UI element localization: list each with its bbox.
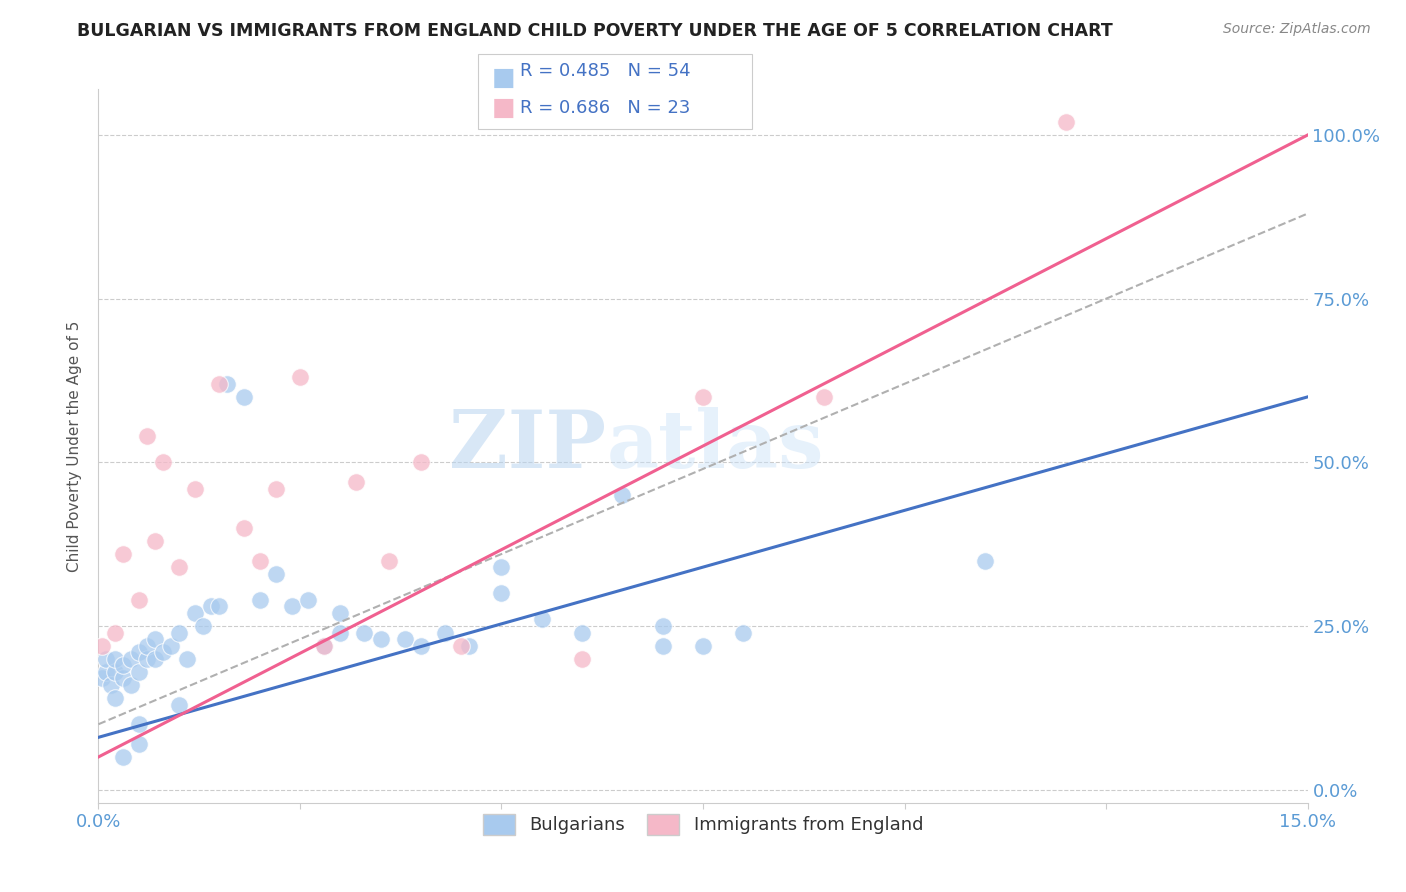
Point bbox=[184, 482, 207, 496]
Text: ■: ■ bbox=[492, 66, 516, 90]
Point bbox=[458, 639, 481, 653]
Text: BULGARIAN VS IMMIGRANTS FROM ENGLAND CHILD POVERTY UNDER THE AGE OF 5 CORRELATIO: BULGARIAN VS IMMIGRANTS FROM ENGLAND CHI… bbox=[77, 22, 1114, 40]
Point bbox=[344, 475, 367, 489]
Point bbox=[152, 455, 174, 469]
Y-axis label: Child Poverty Under the Age of 5: Child Poverty Under the Age of 5 bbox=[67, 320, 83, 572]
Point bbox=[103, 665, 125, 679]
Point bbox=[1054, 115, 1077, 129]
Point bbox=[651, 619, 673, 633]
Text: R = 0.485   N = 54: R = 0.485 N = 54 bbox=[520, 62, 690, 80]
Point bbox=[974, 553, 997, 567]
Point bbox=[571, 652, 593, 666]
Point bbox=[135, 429, 157, 443]
Point bbox=[249, 553, 271, 567]
Point bbox=[167, 560, 190, 574]
Point bbox=[128, 717, 150, 731]
Point bbox=[128, 737, 150, 751]
Point bbox=[111, 547, 134, 561]
Point bbox=[152, 645, 174, 659]
Point bbox=[103, 625, 125, 640]
Point bbox=[143, 652, 166, 666]
Point bbox=[232, 521, 254, 535]
Point bbox=[128, 645, 150, 659]
Point bbox=[143, 632, 166, 647]
Point bbox=[450, 639, 472, 653]
Point bbox=[692, 639, 714, 653]
Point bbox=[232, 390, 254, 404]
Point bbox=[100, 678, 122, 692]
Point bbox=[135, 652, 157, 666]
Point bbox=[96, 652, 118, 666]
Point bbox=[103, 652, 125, 666]
Text: ■: ■ bbox=[492, 96, 516, 120]
Point bbox=[111, 750, 134, 764]
Text: atlas: atlas bbox=[606, 407, 824, 485]
Text: R = 0.686   N = 23: R = 0.686 N = 23 bbox=[520, 99, 690, 117]
Point bbox=[434, 625, 457, 640]
Point bbox=[377, 553, 399, 567]
Point bbox=[733, 625, 755, 640]
Point bbox=[329, 625, 352, 640]
Point bbox=[264, 566, 287, 581]
Point bbox=[111, 658, 134, 673]
Point bbox=[353, 625, 375, 640]
Point bbox=[208, 599, 231, 614]
Point bbox=[111, 672, 134, 686]
Point bbox=[91, 639, 114, 653]
Point bbox=[491, 560, 513, 574]
Point bbox=[193, 619, 215, 633]
Point bbox=[208, 376, 231, 391]
Point bbox=[160, 639, 183, 653]
Point bbox=[103, 691, 125, 706]
Point bbox=[288, 370, 311, 384]
Legend: Bulgarians, Immigrants from England: Bulgarians, Immigrants from England bbox=[474, 805, 932, 844]
Point bbox=[281, 599, 304, 614]
Point bbox=[651, 639, 673, 653]
Point bbox=[297, 592, 319, 607]
Point bbox=[692, 390, 714, 404]
Point bbox=[409, 639, 432, 653]
Point bbox=[143, 533, 166, 548]
Point bbox=[120, 652, 142, 666]
Point bbox=[612, 488, 634, 502]
Point bbox=[314, 639, 336, 653]
Point bbox=[91, 672, 114, 686]
Point bbox=[128, 592, 150, 607]
Point bbox=[329, 606, 352, 620]
Point bbox=[120, 678, 142, 692]
Text: Source: ZipAtlas.com: Source: ZipAtlas.com bbox=[1223, 22, 1371, 37]
Point bbox=[394, 632, 416, 647]
Point bbox=[571, 625, 593, 640]
Point bbox=[813, 390, 835, 404]
Point bbox=[491, 586, 513, 600]
Point bbox=[530, 612, 553, 626]
Point bbox=[314, 639, 336, 653]
Point bbox=[176, 652, 198, 666]
Point bbox=[200, 599, 222, 614]
Point bbox=[184, 606, 207, 620]
Point bbox=[264, 482, 287, 496]
Point bbox=[96, 665, 118, 679]
Text: ZIP: ZIP bbox=[450, 407, 606, 485]
Point bbox=[249, 592, 271, 607]
Point bbox=[409, 455, 432, 469]
Point bbox=[135, 639, 157, 653]
Point bbox=[370, 632, 392, 647]
Point bbox=[167, 698, 190, 712]
Point bbox=[217, 376, 239, 391]
Point bbox=[128, 665, 150, 679]
Point bbox=[167, 625, 190, 640]
